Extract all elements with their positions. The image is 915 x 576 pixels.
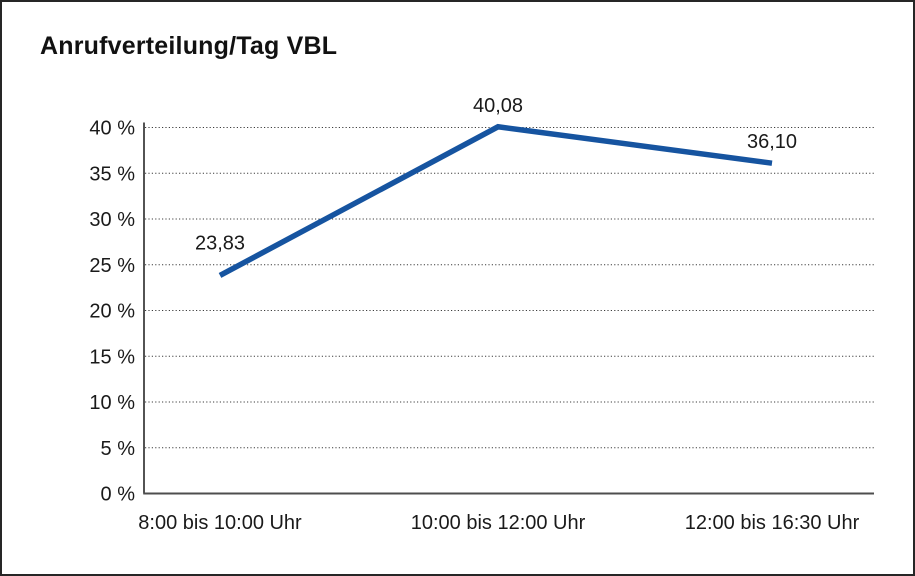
y-tick-label: 35 % <box>89 163 135 185</box>
x-category-label: 10:00 bis 12:00 Uhr <box>411 512 586 534</box>
data-label: 40,08 <box>473 95 523 117</box>
x-category-label: 12:00 bis 16:30 Uhr <box>685 512 860 534</box>
y-tick-label: 30 % <box>89 209 135 231</box>
y-tick-label: 10 % <box>89 392 135 414</box>
data-label: 36,10 <box>747 131 797 153</box>
chart-title: Anrufverteilung/Tag VBL <box>40 32 338 60</box>
data-line <box>218 123 773 278</box>
y-tick-label: 5 % <box>101 438 136 460</box>
y-tick-label: 15 % <box>89 346 135 368</box>
data-label: 23,83 <box>195 232 245 254</box>
x-category-label: 8:00 bis 10:00 Uhr <box>138 512 302 534</box>
y-tick-label: 25 % <box>89 255 135 277</box>
y-tick-label: 0 % <box>101 484 136 506</box>
y-tick-label: 20 % <box>89 301 135 323</box>
y-tick-label: 40 % <box>89 118 135 140</box>
